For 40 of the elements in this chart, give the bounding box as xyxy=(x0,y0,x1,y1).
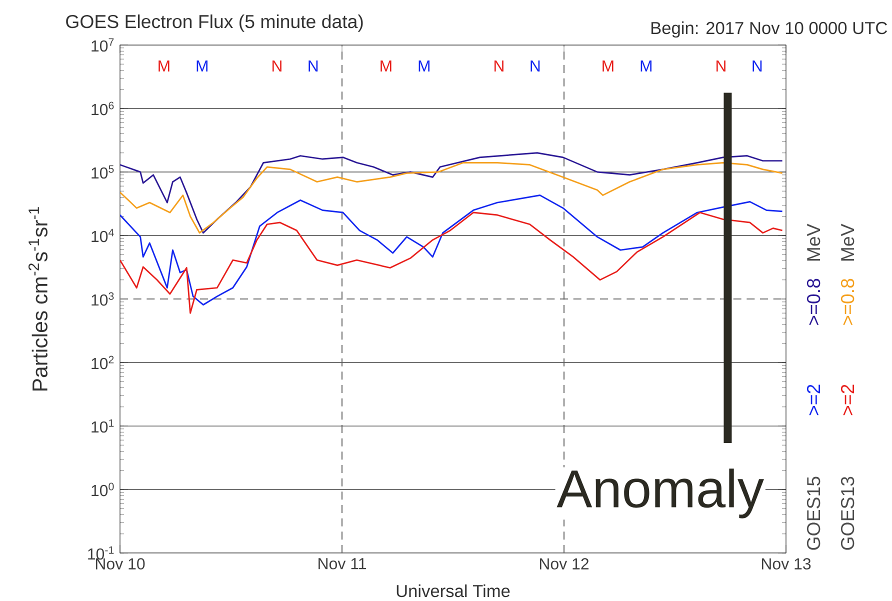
y-axis-title: Particles cm$^{-2}$s$^{-1}$sr$^{-1}$ xyxy=(28,207,48,390)
annotation: N xyxy=(530,60,540,72)
annotation: M xyxy=(380,60,392,72)
line-series xyxy=(120,194,784,306)
y-tick-label: 10$^{4}$ xyxy=(92,228,114,242)
text: MeV xyxy=(807,224,820,261)
y-tick-label: 10$^{6}$ xyxy=(92,102,114,116)
annotation: M xyxy=(158,60,170,72)
annotation: M xyxy=(640,60,652,72)
text: >=0.8 xyxy=(806,278,820,325)
y-tick-label: 10$^{5}$ xyxy=(92,165,114,179)
annotation: M xyxy=(602,60,614,72)
annotation: N xyxy=(752,60,762,72)
text: >=0.8 xyxy=(840,278,854,325)
x-tick-label: Nov 10 xyxy=(96,558,145,570)
x-tick-label: Nov 11 xyxy=(318,558,366,570)
annotation: N xyxy=(716,60,726,72)
y-tick-label: 10$^{3}$ xyxy=(92,292,114,306)
text: GOES13 xyxy=(840,476,854,550)
y-tick-label: 10$^{-1}$ xyxy=(88,546,114,560)
annotation: M xyxy=(418,60,430,72)
text: GOES15 xyxy=(806,476,820,550)
annotation: M xyxy=(196,60,208,72)
x-tick-label: Nov 13 xyxy=(762,558,811,570)
y-tick-label: 10$^{0}$ xyxy=(92,482,114,496)
chart-subtitle: Begin: 2017 Nov 10 0000 UTC xyxy=(651,21,888,38)
x-tick-label: Nov 12 xyxy=(540,558,589,570)
annotation: N xyxy=(272,60,282,72)
text: MeV xyxy=(841,224,854,261)
text: >=2 xyxy=(806,384,820,416)
text: >=2 xyxy=(840,384,854,416)
ref-line-label: Anomaly xyxy=(556,468,764,518)
annotation: N xyxy=(494,60,504,72)
annotation: N xyxy=(308,60,318,72)
y-tick-label: 10$^{2}$ xyxy=(92,356,114,370)
line-series xyxy=(120,212,784,314)
y-tick-label: 10$^{7}$ xyxy=(92,38,114,52)
x-axis-title: Universal Time xyxy=(396,584,510,598)
y-tick-label: 10$^{1}$ xyxy=(92,419,114,433)
chart-title: GOES Electron Flux (5 minute data) xyxy=(66,14,363,32)
